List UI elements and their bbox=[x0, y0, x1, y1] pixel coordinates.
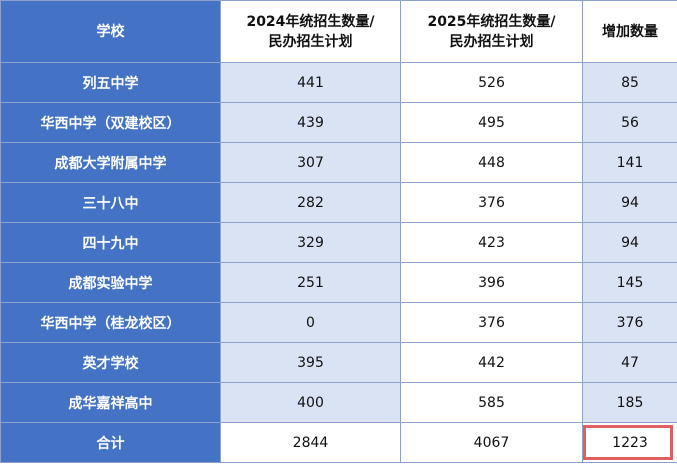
value-2025: 423 bbox=[400, 222, 583, 263]
value-increase: 47 bbox=[582, 342, 677, 383]
table-row: 成都实验中学 251 396 145 bbox=[0, 262, 677, 303]
value-increase: 376 bbox=[582, 302, 677, 343]
value-increase: 56 bbox=[582, 102, 677, 143]
table-row: 成都大学附属中学 307 448 141 bbox=[0, 142, 677, 183]
school-name: 三十八中 bbox=[0, 182, 221, 223]
table-row: 华西中学（双建校区） 439 495 56 bbox=[0, 102, 677, 143]
value-increase: 185 bbox=[582, 382, 677, 423]
header-increase: 增加数量 bbox=[582, 0, 677, 63]
school-name: 华西中学（桂龙校区） bbox=[0, 302, 221, 343]
value-2025: 495 bbox=[400, 102, 583, 143]
value-2024: 395 bbox=[220, 342, 401, 383]
value-2024: 282 bbox=[220, 182, 401, 223]
value-2025: 448 bbox=[400, 142, 583, 183]
school-name: 四十九中 bbox=[0, 222, 221, 263]
table-row: 四十九中 329 423 94 bbox=[0, 222, 677, 263]
value-2024: 441 bbox=[220, 62, 401, 103]
table-row: 华西中学（桂龙校区） 0 376 376 bbox=[0, 302, 677, 343]
value-2025: 396 bbox=[400, 262, 583, 303]
header-2024-line1: 2024年统招生数量/ bbox=[246, 13, 375, 30]
school-name: 英才学校 bbox=[0, 342, 221, 383]
value-2025: 585 bbox=[400, 382, 583, 423]
value-increase: 85 bbox=[582, 62, 677, 103]
total-2025: 4067 bbox=[400, 422, 583, 463]
value-2024: 307 bbox=[220, 142, 401, 183]
school-name: 华西中学（双建校区） bbox=[0, 102, 221, 143]
value-2025: 442 bbox=[400, 342, 583, 383]
table-row: 三十八中 282 376 94 bbox=[0, 182, 677, 223]
header-2024-line2: 民办招生计划 bbox=[268, 33, 353, 50]
total-increase-cell: 1223 bbox=[582, 422, 677, 463]
school-name: 成都大学附属中学 bbox=[0, 142, 221, 183]
value-2025: 376 bbox=[400, 182, 583, 223]
value-2024: 439 bbox=[220, 102, 401, 143]
value-2025: 376 bbox=[400, 302, 583, 343]
header-school: 学校 bbox=[0, 0, 221, 63]
table-row: 成华嘉祥高中 400 585 185 bbox=[0, 382, 677, 423]
header-2025-line1: 2025年统招生数量/ bbox=[427, 13, 556, 30]
table-row: 列五中学 441 526 85 bbox=[0, 62, 677, 103]
value-2024: 400 bbox=[220, 382, 401, 423]
header-2025: 2025年统招生数量/ 民办招生计划 bbox=[400, 0, 583, 63]
header-2024: 2024年统招生数量/ 民办招生计划 bbox=[220, 0, 401, 63]
total-2024: 2844 bbox=[220, 422, 401, 463]
table-row: 英才学校 395 442 47 bbox=[0, 342, 677, 383]
value-increase: 94 bbox=[582, 182, 677, 223]
value-2025: 526 bbox=[400, 62, 583, 103]
total-row: 合计 2844 4067 1223 bbox=[0, 422, 677, 463]
header-row: 学校 2024年统招生数量/ 民办招生计划 2025年统招生数量/ 民办招生计划… bbox=[0, 0, 677, 63]
value-2024: 251 bbox=[220, 262, 401, 303]
school-name: 列五中学 bbox=[0, 62, 221, 103]
total-increase: 1223 bbox=[612, 434, 648, 451]
value-increase: 94 bbox=[582, 222, 677, 263]
total-label: 合计 bbox=[0, 422, 221, 463]
header-2025-line2: 民办招生计划 bbox=[449, 33, 534, 50]
value-increase: 141 bbox=[582, 142, 677, 183]
value-2024: 329 bbox=[220, 222, 401, 263]
school-name: 成都实验中学 bbox=[0, 262, 221, 303]
value-increase: 145 bbox=[582, 262, 677, 303]
school-name: 成华嘉祥高中 bbox=[0, 382, 221, 423]
value-2024: 0 bbox=[220, 302, 401, 343]
